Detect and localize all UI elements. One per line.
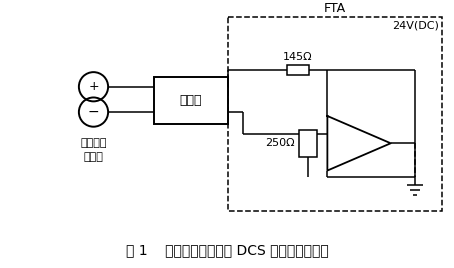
- Text: 145Ω: 145Ω: [283, 52, 313, 62]
- Text: −: −: [88, 105, 99, 119]
- Bar: [299, 130, 316, 157]
- Polygon shape: [327, 116, 391, 170]
- Bar: [287, 65, 309, 75]
- Bar: [154, 77, 228, 124]
- Text: 250Ω: 250Ω: [266, 138, 295, 148]
- Text: 24V(DC): 24V(DC): [393, 20, 439, 31]
- Text: 安全栅: 安全栅: [180, 94, 202, 107]
- Text: 智能压力
变送器: 智能压力 变送器: [80, 138, 107, 162]
- Bar: [228, 17, 442, 211]
- Text: +: +: [88, 80, 99, 93]
- Text: FTA: FTA: [324, 2, 346, 15]
- Text: 图 1    智能压力变送器与 DCS 现场的连接回路: 图 1 智能压力变送器与 DCS 现场的连接回路: [126, 243, 328, 258]
